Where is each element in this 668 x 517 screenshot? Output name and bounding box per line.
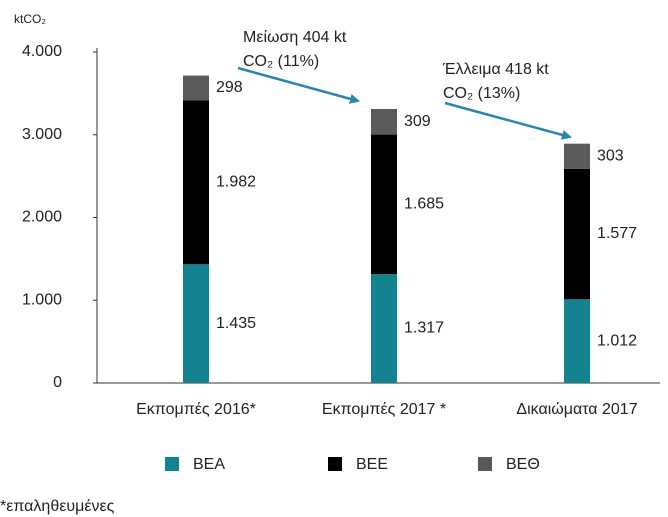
data-label: 1.685: [404, 196, 444, 213]
x-tick-label: Δικαιώματα 2017: [516, 401, 637, 418]
data-label: 1.435: [216, 315, 256, 332]
y-tick-label: 0: [53, 374, 62, 391]
arrow: [444, 101, 572, 140]
bar-segment: [564, 299, 590, 383]
data-label: 309: [404, 113, 431, 130]
y-tick-label: 4.000: [22, 43, 62, 60]
data-label: 1.577: [597, 225, 637, 242]
y-tick-label: 3.000: [22, 126, 62, 143]
footnote: *επαληθευμένες: [0, 498, 115, 515]
x-tick-label: Εκπομπές 2016*: [136, 401, 256, 418]
legend-swatch: [478, 457, 492, 471]
legend-label: ΒΕΘ: [506, 456, 540, 473]
legend-label: ΒΕΕ: [356, 456, 388, 473]
y-tick-label: 2.000: [22, 209, 62, 226]
bar-segment: [371, 109, 397, 135]
bar-segment: [371, 274, 397, 383]
legend-swatch: [328, 457, 342, 471]
bar-segment: [564, 143, 590, 169]
legend-label: ΒΕΑ: [193, 456, 225, 473]
annotation: CO₂ (13%): [443, 85, 520, 102]
legend-swatch: [165, 457, 179, 471]
annotation: Μείωση 404 kt: [243, 29, 347, 46]
bar-segment: [183, 264, 209, 383]
bar-segment: [183, 75, 209, 101]
data-label: 298: [216, 79, 243, 96]
bar-segment: [564, 168, 590, 300]
annotation: Έλλειμα 418 kt: [442, 61, 549, 78]
bar-segment: [183, 100, 209, 265]
bar-segment: [371, 134, 397, 275]
data-label: 1.317: [404, 320, 444, 337]
arrow: [237, 66, 360, 104]
y-axis-label: ktCO₂: [14, 12, 46, 26]
data-label: 1.982: [216, 173, 256, 190]
data-label: 1.012: [597, 332, 637, 349]
x-tick-label: Εκπομπές 2017 *: [322, 401, 446, 418]
data-label: 303: [597, 147, 624, 164]
annotation: CO₂ (11%): [243, 53, 319, 70]
y-tick-label: 1.000: [22, 291, 62, 308]
